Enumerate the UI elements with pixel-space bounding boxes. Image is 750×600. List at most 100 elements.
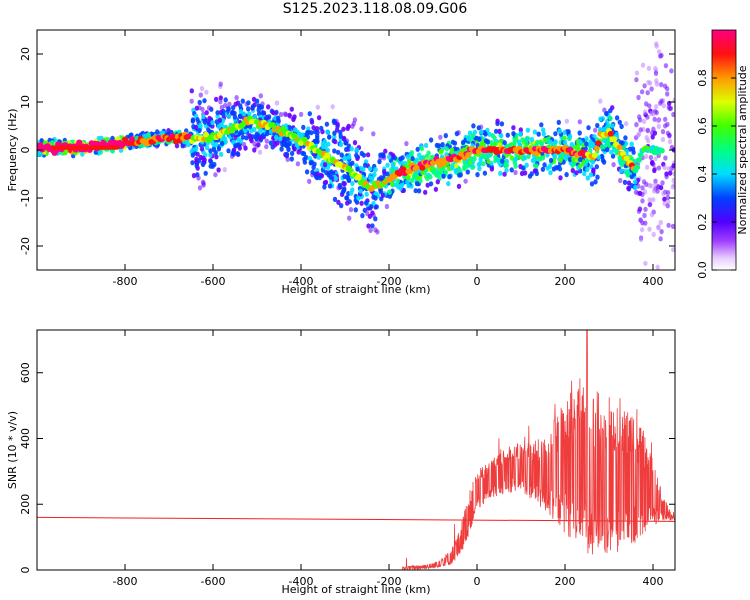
spectrogram-cell (449, 147, 455, 153)
spectrogram-cell (665, 13, 669, 18)
spectrogram-cell (441, 173, 446, 179)
spectrogram-cell (500, 158, 505, 164)
spectrogram-cell (541, 127, 546, 133)
spectrogram-cell (504, 152, 509, 158)
spectrogram-cell (660, 180, 665, 186)
spectrogram-cell (343, 140, 348, 146)
spectrogram-cell (434, 171, 439, 178)
spectrogram-cell (63, 150, 68, 156)
spectrogram-cell (591, 167, 596, 173)
spectrogram-cell (527, 173, 533, 179)
spectrogram-cell (428, 137, 434, 143)
spectrogram-cell (349, 146, 354, 152)
spectrogram-cell (638, 127, 643, 133)
spectrogram-cell (642, 212, 647, 219)
spectrogram-cell (472, 156, 477, 162)
spectrogram-cell (414, 181, 420, 187)
spectrogram-cell (415, 146, 420, 152)
spectrogram-cell (291, 116, 296, 122)
spectrogram-cell (637, 206, 643, 212)
colorbar: 0.0 0.2 0.4 0.6 0.8 Normalized spectral ampl… (696, 29, 749, 279)
spectrogram-cell (661, 190, 666, 196)
spectrogram-cell (373, 167, 378, 173)
spectrogram-cell (577, 119, 582, 125)
spectrogram-cell (663, 63, 669, 69)
spectrogram-cell (204, 145, 210, 151)
spectrogram-ridge-cell (635, 157, 642, 163)
spectrogram-cell (577, 130, 582, 136)
snr-lines (37, 330, 675, 570)
spectrogram-cell (338, 129, 343, 135)
spectrogram-cell (208, 163, 213, 169)
spectrogram-cell (253, 134, 258, 140)
spectrogram-cell (465, 163, 470, 169)
spectrogram-cell (382, 169, 387, 175)
spectrogram-cell (200, 179, 206, 185)
spectrogram-cell (671, 247, 675, 253)
spectrogram-cell (252, 114, 257, 120)
y-tick-label: -20 (19, 237, 32, 255)
spectrogram-cell (594, 164, 599, 170)
spectrogram-cell (289, 150, 295, 156)
spectrogram-cell (532, 129, 538, 135)
spectrogram-cell (595, 122, 600, 129)
spectrogram-cell (582, 171, 587, 177)
spectrogram-cell (562, 139, 568, 146)
spectrogram-cell (206, 127, 211, 133)
spectrogram-cell (325, 147, 330, 153)
spectrogram-cell (483, 131, 488, 137)
spectrogram-cell (341, 126, 346, 132)
spectrogram-cell (210, 120, 215, 126)
spectrogram-ridge-cell (637, 152, 644, 158)
spectrogram-cell (425, 182, 430, 188)
x-tick-label: 400 (643, 575, 664, 588)
spectrogram-cell (440, 142, 445, 148)
spectrogram-cell (563, 153, 569, 159)
spectrogram-cell (355, 166, 360, 172)
spectrogram-cell (660, 136, 666, 143)
spectrogram-cell (643, 260, 648, 266)
spectrogram-cell (659, 229, 664, 235)
spectrogram-cell (327, 183, 333, 189)
spectrogram-cell (363, 200, 369, 206)
spectrogram-cell (523, 155, 528, 161)
spectrogram-cell (475, 172, 480, 178)
y-tick-label: 20 (19, 47, 32, 61)
spectrogram-cell (410, 156, 415, 162)
spectrogram-cell (656, 165, 662, 171)
spectrogram-cell (622, 179, 628, 185)
spectrogram-cell (645, 127, 651, 133)
spectrogram-cell (482, 170, 488, 176)
spectrogram-cell (611, 162, 616, 168)
spectrogram-cell (640, 198, 645, 204)
spectrogram-cell (486, 153, 491, 159)
spectrogram-cell (666, 199, 671, 205)
spectrogram-cell (566, 129, 571, 135)
spectrogram-cell (665, 203, 670, 209)
spectrogram-cell (216, 146, 222, 152)
spectrogram-cell (534, 163, 539, 169)
spectrogram-cell (541, 131, 546, 137)
spectrogram-cell (645, 90, 650, 96)
spectrogram-cell (651, 231, 656, 238)
spectrogram-cell (518, 131, 523, 137)
spectrogram-cell (593, 127, 598, 133)
spectrogram-cell (350, 160, 355, 166)
spectrogram-cell (322, 139, 327, 145)
spectrogram-ridge-cell (591, 152, 598, 159)
spectrogram-cell (548, 170, 553, 176)
spectrogram-cell (232, 114, 238, 120)
spectrogram-cell (457, 172, 462, 178)
spectrogram-cell (189, 98, 194, 104)
spectrogram-cell (223, 97, 228, 103)
spectrogram-cell (652, 188, 657, 194)
spectrogram-cell (610, 123, 615, 129)
spectrogram-cell (638, 236, 644, 243)
spectrogram-cell (322, 162, 328, 168)
spectrogram-cell (589, 181, 595, 187)
spectrogram-ridge-cell (593, 145, 600, 152)
spectrogram-cell (404, 141, 409, 147)
spectrogram-cell (146, 132, 151, 138)
spectrogram-cell (519, 170, 525, 177)
spectrogram-cell (195, 117, 200, 123)
